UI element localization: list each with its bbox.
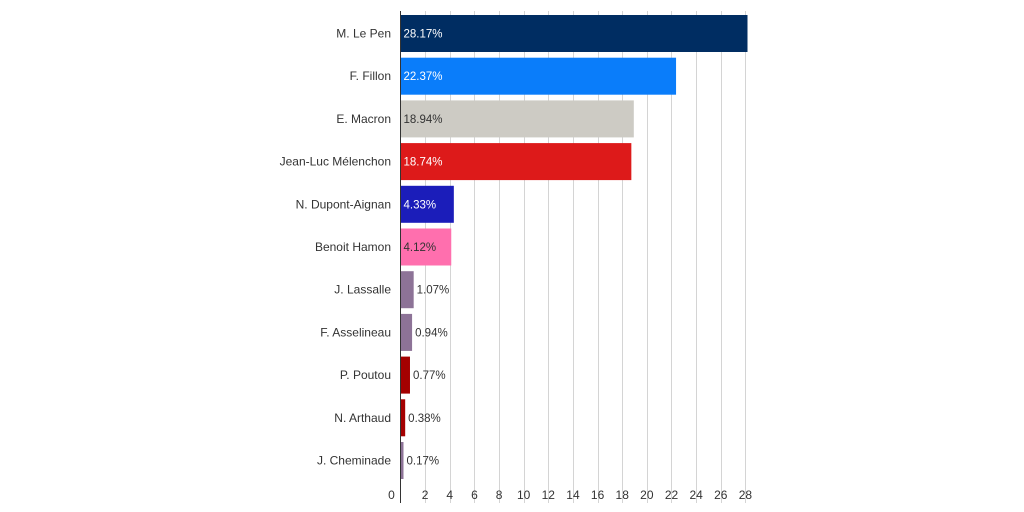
x-tick-label: 24	[689, 488, 703, 502]
bars	[400, 15, 748, 479]
data-label: 22.37%	[404, 71, 443, 83]
bar-10	[400, 442, 404, 479]
data-label: 0.17%	[407, 456, 440, 468]
x-tick-label: 10	[517, 488, 531, 502]
category-label: F. Fillon	[350, 69, 391, 83]
data-label: 18.94%	[404, 114, 443, 126]
category-label: E. Macron	[336, 112, 391, 126]
category-label: J. Cheminade	[317, 454, 391, 468]
data-label: 1.07%	[417, 285, 450, 297]
data-label: 18.74%	[404, 157, 443, 169]
data-label: 28.17%	[404, 29, 443, 41]
x-tick-label: 20	[640, 488, 654, 502]
data-label: 4.12%	[404, 242, 437, 254]
x-tick-label: 6	[471, 488, 478, 502]
category-label: M. Le Pen	[336, 27, 391, 41]
bar-5	[400, 228, 452, 266]
x-tick-label: 0	[388, 488, 395, 502]
category-label: N. Arthaud	[334, 411, 391, 425]
category-label: P. Poutou	[340, 368, 391, 382]
bar-0	[400, 15, 748, 52]
bar-6	[400, 271, 414, 309]
x-tick-label: 2	[422, 488, 429, 502]
data-label: 0.77%	[413, 370, 446, 382]
bar-3	[400, 143, 632, 181]
bar-8	[400, 356, 410, 394]
x-tick-label: 22	[665, 488, 679, 502]
x-tick-label: 16	[591, 488, 605, 502]
labels: 0 2 4 6 8 10 12 14 16 18 20 22 24 26 28M. Le Pen 28.17%…	[280, 27, 753, 503]
data-label: 0.94%	[415, 327, 448, 339]
bar-9	[400, 399, 406, 437]
category-label: F. Asselineau	[320, 325, 391, 339]
bar-4	[400, 185, 454, 223]
category-label: N. Dupont-Aignan	[296, 197, 391, 211]
x-tick-label: 4	[446, 488, 453, 502]
x-tick-label: 12	[542, 488, 556, 502]
x-tick-label: 14	[566, 488, 580, 502]
category-label: Jean-Luc Mélenchon	[280, 155, 391, 169]
bar-7	[400, 313, 413, 351]
x-tick-label: 18	[616, 488, 630, 502]
bar-2	[400, 100, 634, 138]
data-label: 4.33%	[404, 199, 437, 211]
category-label: J. Lassalle	[334, 283, 391, 297]
data-label: 0.38%	[408, 413, 441, 425]
category-label: Benoit Hamon	[315, 240, 391, 254]
x-tick-label: 28	[739, 488, 753, 502]
x-tick-label: 8	[496, 488, 503, 502]
bar-1	[400, 57, 677, 95]
x-tick-label: 26	[714, 488, 728, 502]
